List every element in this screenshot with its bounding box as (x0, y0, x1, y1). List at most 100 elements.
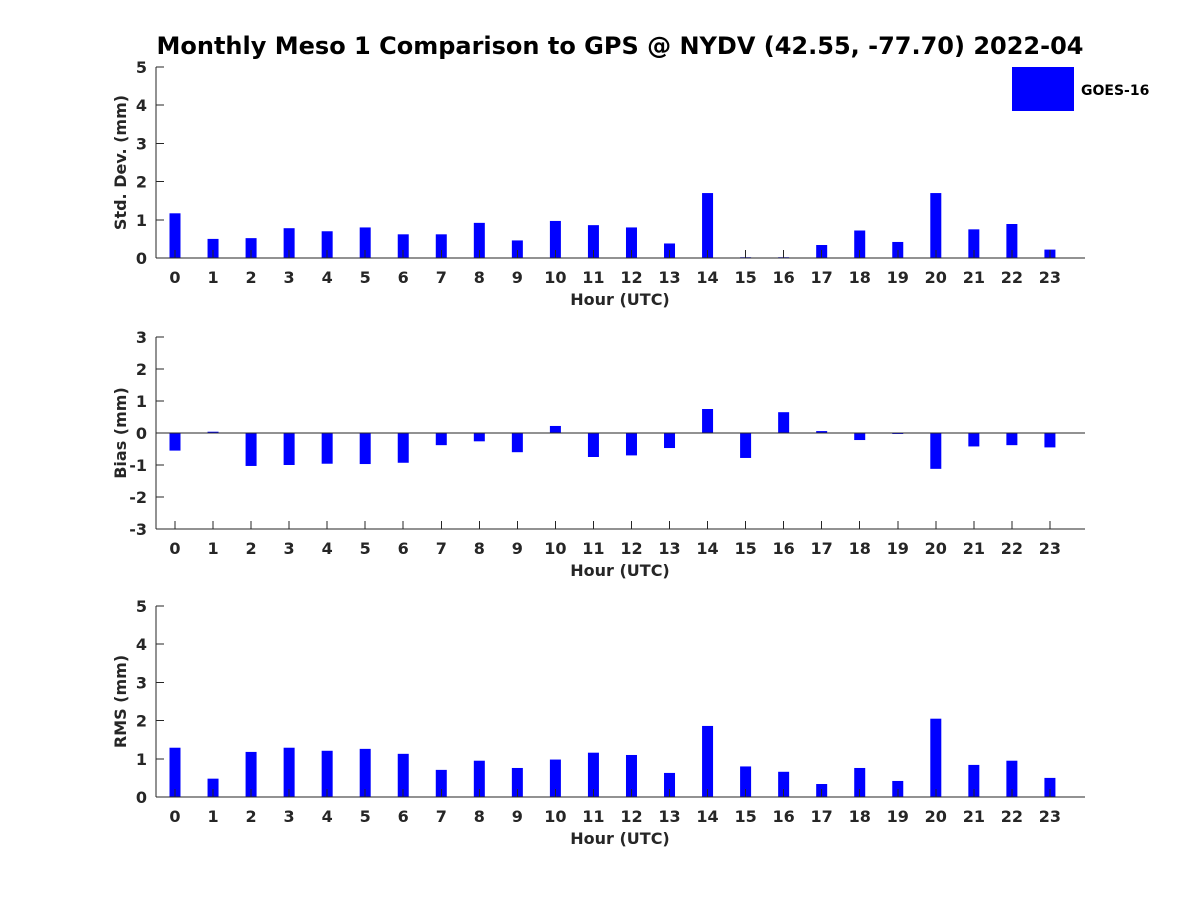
bar-std-hour-19 (892, 241, 904, 258)
x-tick-label-rms: 6 (398, 807, 409, 826)
x-tick-label-bias: 0 (169, 539, 180, 558)
x-tick-label-bias: 16 (773, 539, 795, 558)
x-tick-label-bias: 17 (811, 539, 833, 558)
bar-std-hour-4 (321, 231, 333, 258)
bar-std-hour-20 (930, 193, 942, 258)
x-tick-label-bias: 8 (474, 539, 485, 558)
x-tick-label-rms: 16 (773, 807, 795, 826)
x-tick-label-rms: 5 (360, 807, 371, 826)
x-tick-label-bias: 1 (207, 539, 218, 558)
bar-bias-hour-20 (930, 433, 942, 469)
x-tick-label-std: 19 (887, 268, 909, 287)
bar-rms-hour-6 (397, 753, 409, 797)
bar-rms-hour-18 (854, 767, 866, 797)
bar-rms-hour-20 (930, 718, 942, 797)
y-tick-label-rms: 3 (136, 673, 147, 692)
x-tick-label-rms: 7 (436, 807, 447, 826)
bar-std-hour-0 (169, 213, 181, 258)
y-tick-label-rms: 2 (136, 712, 147, 731)
x-tick-label-rms: 13 (658, 807, 680, 826)
bar-bias-hour-4 (321, 433, 333, 464)
bar-std-hour-3 (283, 228, 295, 258)
bar-std-hour-12 (625, 227, 637, 258)
x-tick-label-rms: 14 (696, 807, 718, 826)
legend: GOES-16 (1012, 67, 1149, 111)
bar-std-hour-22 (1006, 224, 1018, 258)
bar-rms-hour-12 (625, 754, 637, 797)
legend-swatch-goes-16 (1012, 67, 1074, 111)
bar-bias-hour-1 (207, 431, 219, 433)
y-tick-label-bias: -1 (129, 456, 147, 475)
x-tick-label-bias: 6 (398, 539, 409, 558)
x-tick-label-rms: 12 (620, 807, 642, 826)
bar-bias-hour-23 (1044, 433, 1056, 448)
bar-rms-hour-23 (1044, 777, 1056, 797)
x-tick-label-rms: 19 (887, 807, 909, 826)
bar-rms-hour-5 (359, 748, 371, 797)
bar-rms-hour-2 (245, 751, 257, 797)
x-tick-label-bias: 9 (512, 539, 523, 558)
x-tick-label-std: 4 (322, 268, 333, 287)
x-tick-label-std: 21 (963, 268, 985, 287)
bar-std-hour-6 (397, 234, 409, 258)
x-tick-label-bias: 14 (696, 539, 718, 558)
x-tick-label-std: 8 (474, 268, 485, 287)
bar-std-hour-1 (207, 238, 219, 258)
y-tick-label-rms: 0 (136, 788, 147, 807)
bar-rms-hour-7 (435, 769, 447, 797)
bar-std-hour-18 (854, 230, 866, 258)
x-tick-label-rms: 17 (811, 807, 833, 826)
x-tick-label-bias: 11 (582, 539, 604, 558)
bar-bias-hour-11 (587, 433, 599, 457)
x-tick-label-std: 22 (1001, 268, 1023, 287)
y-tick-label-std: 2 (136, 173, 147, 192)
x-tick-label-std: 15 (734, 268, 756, 287)
bar-bias-hour-22 (1006, 433, 1018, 446)
bar-bias-hour-13 (664, 433, 676, 449)
x-tick-label-rms: 4 (322, 807, 333, 826)
x-axis-label-bias: Hour (UTC) (570, 561, 670, 580)
x-tick-label-std: 1 (207, 268, 218, 287)
x-tick-label-bias: 22 (1001, 539, 1023, 558)
y-axis-label-bias: Bias (mm) (111, 387, 130, 479)
x-tick-label-std: 13 (658, 268, 680, 287)
x-tick-label-std: 14 (696, 268, 718, 287)
x-tick-label-bias: 3 (284, 539, 295, 558)
x-tick-label-bias: 23 (1039, 539, 1061, 558)
x-tick-label-rms: 15 (734, 807, 756, 826)
bar-bias-hour-7 (435, 433, 447, 446)
bar-rms-hour-1 (207, 778, 219, 797)
x-axis-label-rms: Hour (UTC) (570, 829, 670, 848)
bar-std-hour-10 (549, 220, 561, 258)
bar-bias-hour-5 (359, 433, 371, 465)
bar-std-hour-11 (587, 225, 599, 258)
bar-std-hour-2 (245, 238, 257, 258)
x-tick-label-std: 20 (925, 268, 947, 287)
x-tick-label-bias: 7 (436, 539, 447, 558)
y-axis-label-rms: RMS (mm) (111, 655, 130, 748)
bar-rms-hour-13 (664, 772, 676, 797)
x-tick-label-rms: 21 (963, 807, 985, 826)
bar-rms-hour-11 (587, 752, 599, 797)
bar-std-hour-5 (359, 227, 371, 258)
y-tick-label-bias: -3 (129, 520, 147, 539)
x-tick-label-std: 7 (436, 268, 447, 287)
bar-std-hour-21 (968, 229, 980, 258)
bar-rms-hour-10 (549, 759, 561, 797)
y-tick-label-std: 3 (136, 134, 147, 153)
bar-bias-hour-15 (740, 433, 752, 458)
x-tick-label-bias: 10 (544, 539, 566, 558)
x-tick-label-bias: 2 (246, 539, 257, 558)
bar-rms-hour-9 (511, 767, 523, 797)
x-tick-label-std: 16 (773, 268, 795, 287)
bar-rms-hour-4 (321, 750, 333, 797)
bar-std-hour-14 (702, 193, 714, 258)
x-tick-label-rms: 2 (246, 807, 257, 826)
bar-bias-hour-2 (245, 433, 257, 466)
bar-bias-hour-16 (778, 412, 790, 433)
bar-bias-hour-3 (283, 433, 295, 465)
x-tick-label-bias: 15 (734, 539, 756, 558)
y-tick-label-bias: -2 (129, 488, 147, 507)
